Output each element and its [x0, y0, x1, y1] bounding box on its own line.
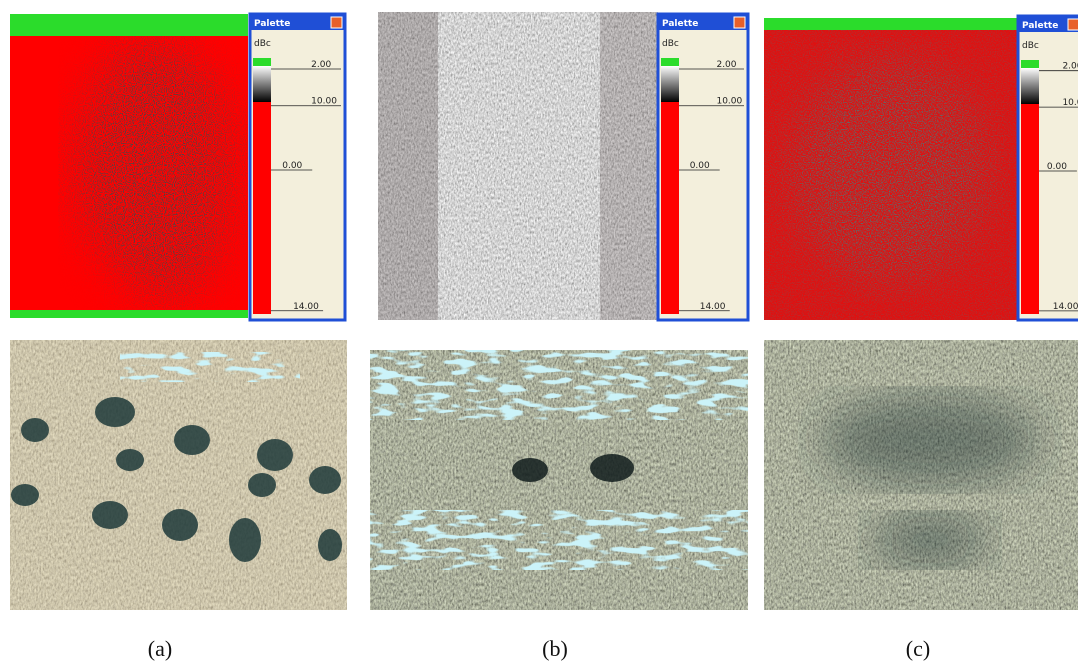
- palette-label: 0.00: [282, 161, 302, 171]
- palette-label: 14.00: [293, 302, 319, 312]
- palette-label: 10.00: [311, 97, 337, 107]
- palette-label: 10.00: [716, 97, 742, 107]
- palette-label: 14.00: [700, 302, 726, 312]
- palette-label: 2.00: [311, 60, 331, 70]
- palette-title: Palette: [1022, 21, 1058, 31]
- image-c-top: [764, 18, 1018, 320]
- image-c-bottom: [764, 340, 1078, 610]
- image-b-bottom: [370, 350, 748, 610]
- palette-unit: dBc: [1022, 41, 1039, 51]
- palette-window: Palette dBc 0.00 2.00 10.00 14.00: [250, 14, 345, 320]
- close-button: [331, 17, 342, 28]
- image-a-bottom: [10, 340, 347, 610]
- close-button: [734, 17, 745, 28]
- palette-title: Palette: [254, 19, 290, 29]
- image-b-top: [378, 12, 658, 320]
- palette-green: [1021, 60, 1039, 68]
- palette-label: 0.00: [690, 161, 710, 171]
- palette-label: 2.00: [716, 60, 736, 70]
- page: Palette dBc 0.00 2.00 10.00 14.00 Palette dBc 0.…: [0, 0, 1078, 662]
- palette-gradient: [661, 66, 679, 102]
- image-a-top: [10, 14, 248, 318]
- palette-label: 14.00: [1053, 302, 1078, 312]
- palette-red: [253, 102, 271, 314]
- palette-unit: dBc: [662, 39, 679, 49]
- palette-title: Palette: [662, 19, 698, 29]
- palette-window: Palette dBc 0.00 2.00 10.00 14.00: [1018, 16, 1078, 320]
- palette-label: 0.00: [1047, 162, 1067, 172]
- figure: Palette dBc 0.00 2.00 10.00 14.00 Palette dBc 0.…: [0, 0, 1078, 662]
- palette-green: [253, 58, 271, 66]
- palette-label: 2.00: [1062, 62, 1078, 72]
- close-button: [1068, 19, 1078, 30]
- palette-gradient: [1021, 68, 1039, 104]
- captions: (a) (b) (c): [148, 636, 930, 661]
- palette-window: Palette dBc 0.00 2.00 10.00 14.00: [658, 14, 748, 320]
- palette-label: 10.00: [1062, 98, 1078, 108]
- caption: (b): [542, 636, 568, 661]
- caption: (a): [148, 636, 172, 661]
- palette-unit: dBc: [254, 39, 271, 49]
- palette-gradient: [253, 66, 271, 102]
- palette-green: [661, 58, 679, 66]
- palette-red: [661, 102, 679, 314]
- palette-red: [1021, 104, 1039, 314]
- caption: (c): [906, 636, 930, 661]
